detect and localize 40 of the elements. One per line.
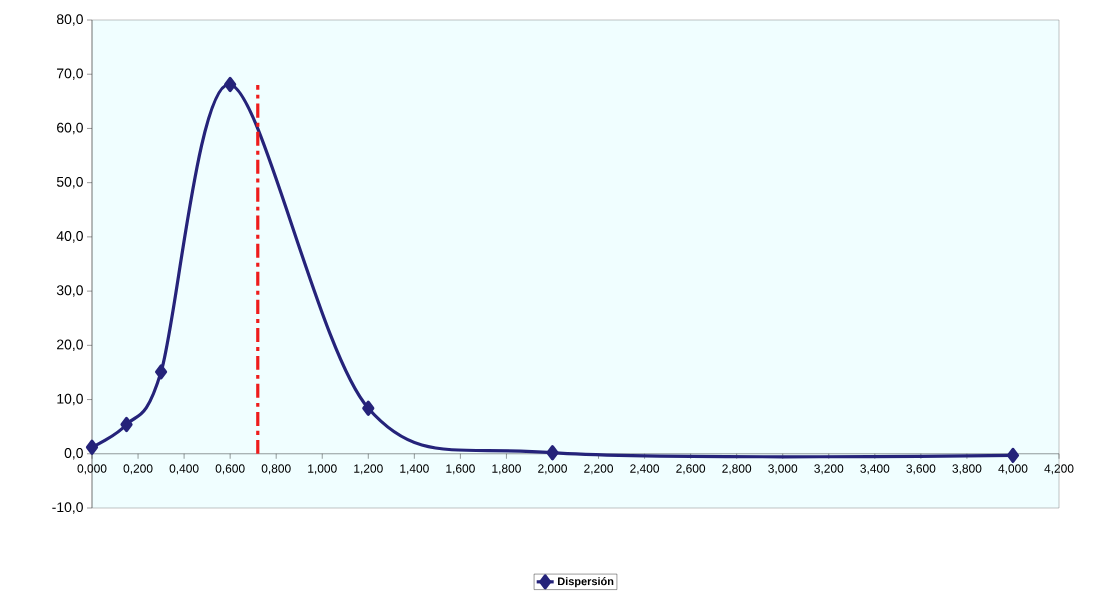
y-tick-label: 60,0	[57, 122, 83, 135]
x-tick-label: 3,800	[952, 464, 982, 475]
x-tick-label: 0,600	[215, 464, 245, 475]
y-tick-label: -10,0	[52, 502, 83, 514]
y-tick-label: 50,0	[56, 176, 83, 189]
y-tick-label: 30,0	[56, 285, 83, 297]
point	[120, 416, 133, 433]
y-tick-label: 10,0	[57, 393, 83, 406]
point	[1006, 447, 1020, 464]
x-tick-label: 2,400	[630, 464, 660, 475]
point	[224, 76, 237, 93]
x-tick-label: 2,000	[538, 464, 567, 475]
y-tick-label: 20,0	[57, 339, 83, 352]
x-tick-label: 3,000	[768, 464, 798, 475]
x-tick-label: 1,000	[308, 464, 337, 475]
x-tick-label: 2,800	[722, 464, 752, 475]
x-tick-label: 1,200	[354, 464, 383, 475]
x-tick-label: 2,600	[676, 464, 706, 475]
x-tick-label: 4,000	[998, 464, 1028, 475]
x-tick-label: 1,800	[492, 464, 521, 475]
x-tick-label: 4,200	[1044, 464, 1074, 475]
y-tick-label: 70,0	[57, 68, 83, 80]
x-tick-label: 1,400	[400, 464, 429, 475]
y-tick-label: 40,0	[56, 231, 83, 243]
x-tick-label: 0,800	[261, 464, 291, 475]
x-tick-label: 0,000	[77, 464, 107, 475]
y-tick-label: 80,0	[56, 14, 83, 26]
point	[362, 400, 375, 416]
x-tick-label: 3,200	[814, 464, 844, 475]
point	[154, 364, 168, 380]
point	[546, 445, 559, 461]
point	[85, 439, 99, 455]
x-tick-label: 3,600	[906, 464, 936, 475]
y-tick-label: 0,0	[64, 448, 83, 460]
legend-label: Dispersión	[558, 577, 614, 588]
x-tick-label: 0,400	[169, 464, 199, 475]
x-tick-label: 0,200	[123, 464, 153, 475]
x-tick-label: 3,400	[860, 464, 890, 475]
x-tick-label: 2,200	[584, 464, 614, 475]
x-tick-label: 1,600	[446, 464, 475, 475]
